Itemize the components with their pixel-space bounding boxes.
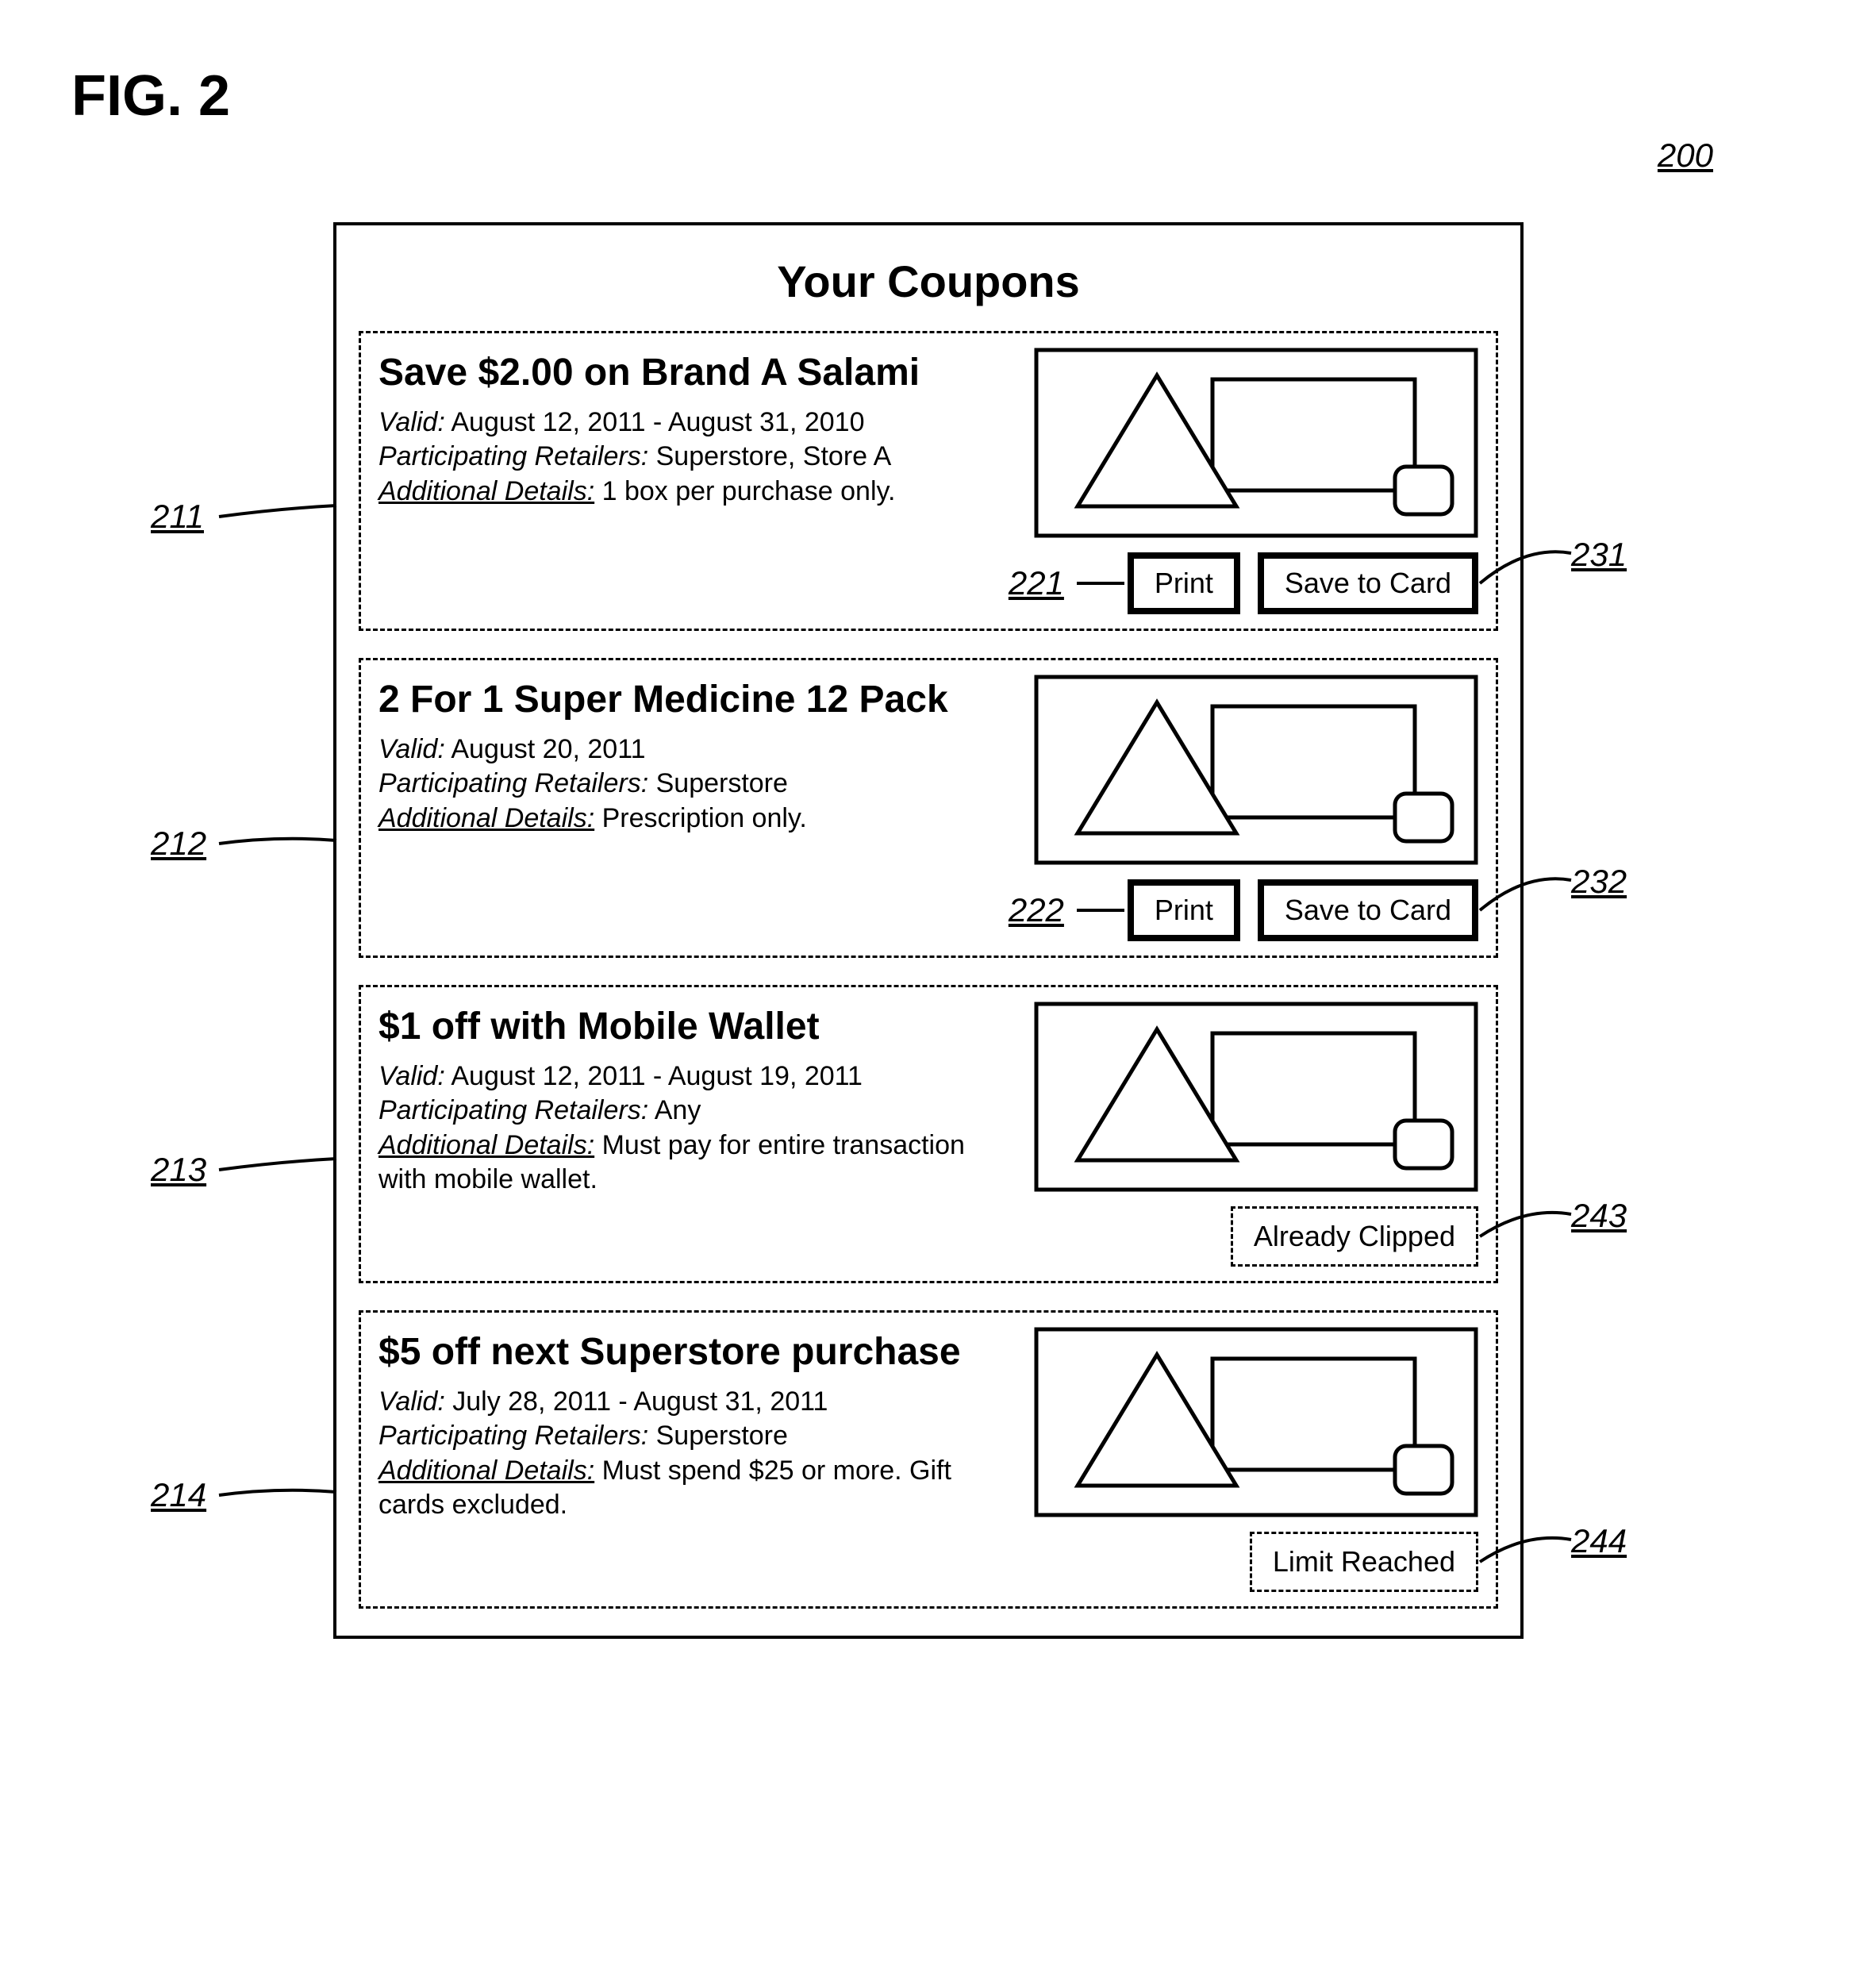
ref-222: 222: [1009, 891, 1064, 929]
coupon-valid: Valid: August 20, 2011: [379, 733, 1012, 767]
coupon-card: $5 off next Superstore purchase Valid: J…: [359, 1310, 1498, 1609]
coupon-retailers: Participating Retailers: Superstore, Sto…: [379, 440, 1012, 475]
print-button[interactable]: Print: [1128, 879, 1240, 941]
coupon-card: 2 For 1 Super Medicine 12 Pack Valid: Au…: [359, 658, 1498, 958]
leader-line: [203, 1476, 352, 1511]
ref-213: 213: [151, 1151, 206, 1189]
leader-line: [203, 1143, 352, 1186]
coupon-title: Save $2.00 on Brand A Salami: [379, 352, 1012, 394]
coupon-retailers: Participating Retailers: Any: [379, 1094, 1012, 1129]
coupon-image-placeholder: [1034, 1327, 1478, 1517]
coupon-valid: Valid: August 12, 2011 - August 19, 2011: [379, 1059, 1012, 1094]
coupon-image-placeholder: [1034, 675, 1478, 865]
coupon-title: $5 off next Superstore purchase: [379, 1332, 1012, 1374]
ref-212: 212: [151, 825, 206, 863]
ref-211: 211: [151, 498, 204, 536]
coupon-title: 2 For 1 Super Medicine 12 Pack: [379, 679, 1012, 721]
ref-232: 232: [1571, 863, 1627, 901]
leader-line: [203, 490, 352, 533]
coupon-valid: Valid: July 28, 2011 - August 31, 2011: [379, 1385, 1012, 1420]
coupon-title: $1 off with Mobile Wallet: [379, 1006, 1012, 1048]
coupons-panel: Your Coupons Save $2.00 on Brand A Salam…: [333, 222, 1524, 1639]
coupon-details: Additional Details: Prescription only.: [379, 802, 1012, 836]
ref-243: 243: [1571, 1197, 1627, 1235]
coupon-card: $1 off with Mobile Wallet Valid: August …: [359, 985, 1498, 1283]
save-to-card-button[interactable]: Save to Card: [1258, 552, 1478, 614]
leader-line: [203, 825, 352, 859]
ref-244: 244: [1571, 1522, 1627, 1560]
ref-231: 231: [1571, 536, 1627, 574]
figure-ref-200: 200: [32, 137, 1713, 175]
coupon-retailers: Participating Retailers: Superstore: [379, 767, 1012, 802]
coupon-details: Additional Details: 1 box per purchase o…: [379, 475, 1012, 509]
save-to-card-button[interactable]: Save to Card: [1258, 879, 1478, 941]
coupon-retailers: Participating Retailers: Superstore: [379, 1419, 1012, 1454]
coupon-image-placeholder: [1034, 1002, 1478, 1192]
panel-title: Your Coupons: [359, 256, 1498, 307]
print-button[interactable]: Print: [1128, 552, 1240, 614]
coupon-image-placeholder: [1034, 348, 1478, 538]
ref-221: 221: [1009, 564, 1064, 602]
coupon-valid: Valid: August 12, 2011 - August 31, 2010: [379, 406, 1012, 440]
coupon-details: Additional Details: Must pay for entire …: [379, 1129, 1012, 1198]
coupon-status: Limit Reached: [1250, 1532, 1478, 1592]
coupon-card: Save $2.00 on Brand A Salami Valid: Augu…: [359, 331, 1498, 631]
coupon-status: Already Clipped: [1231, 1206, 1478, 1267]
figure-label: FIG. 2: [71, 63, 1824, 129]
coupon-details: Additional Details: Must spend $25 or mo…: [379, 1454, 1012, 1523]
ref-214: 214: [151, 1476, 206, 1514]
